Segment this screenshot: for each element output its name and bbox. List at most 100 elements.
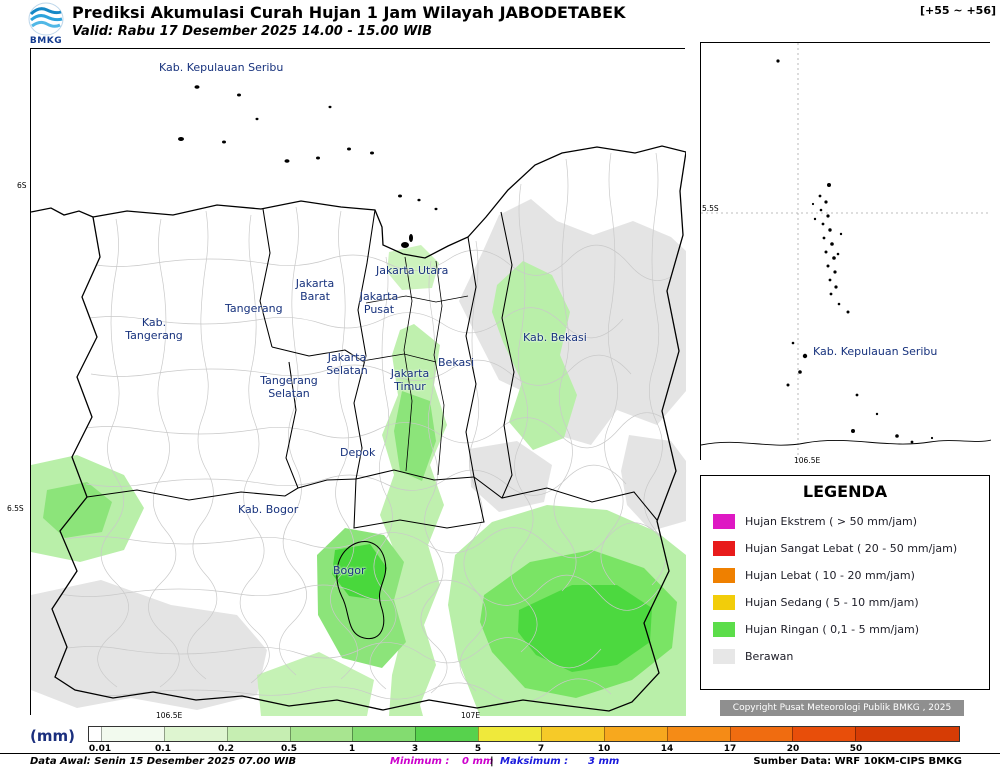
colorbar-segment [666, 727, 730, 741]
colorbar-segment [855, 727, 960, 741]
legend-label-ringan: Hujan Ringan ( 0,1 - 5 mm/jam) [745, 623, 920, 636]
colorbar [88, 726, 960, 742]
district-mesh [58, 152, 686, 704]
legend-item-lebat: Hujan Lebat ( 10 - 20 mm/jam) [713, 562, 977, 589]
legend-item-ekstrem: Hujan Ekstrem ( > 50 mm/jam) [713, 508, 977, 535]
copyright-bar: Copyright Pusat Meteorologi Publik BMKG … [720, 700, 964, 716]
colorbar-segment [729, 727, 793, 741]
main-map: Kab. Kepulauan Seribu Jakarta Utara Jaka… [30, 48, 686, 716]
footer-data-awal: Data Awal: Senin 15 Desember 2025 07.00 … [30, 756, 297, 767]
valid-time-line: Valid: Rabu 17 Desember 2025 14.00 - 15.… [72, 24, 433, 39]
legend-item-berawan: Berawan [713, 643, 977, 670]
colorbar-tick: 3 [411, 744, 419, 754]
region-outline [31, 145, 686, 712]
page-title: Prediksi Akumulasi Curah Hujan 1 Jam Wil… [72, 3, 626, 22]
city-borders [361, 256, 469, 476]
inset-lon-label: 106.5E [794, 456, 821, 465]
swatch-sedang [713, 595, 735, 610]
lat-label-6s: 6S [17, 181, 27, 190]
legend-label-ekstrem: Hujan Ekstrem ( > 50 mm/jam) [745, 515, 918, 528]
colorbar-tick: 5 [474, 744, 482, 754]
swatch-lebat [713, 568, 735, 583]
cloud-patches [31, 199, 686, 710]
swatch-ringan [713, 622, 735, 637]
colorbar-unit: (mm) [30, 727, 75, 745]
colorbar-tick: 50 [849, 744, 863, 754]
legend: LEGENDA Hujan Ekstrem ( > 50 mm/jam) Huj… [700, 475, 990, 690]
map-label-kab-bekasi: Kab. Bekasi [523, 331, 587, 344]
footer-max-value: 3 mm [588, 756, 620, 767]
map-label-jakarta-utara: Jakarta Utara [376, 264, 449, 277]
colorbar-segment [603, 727, 667, 741]
colorbar-segment [226, 727, 290, 741]
map-label-kab-bogor: Kab. Bogor [238, 503, 299, 516]
main-map-canvas [31, 49, 686, 716]
footer-separator: | [490, 756, 494, 767]
inset-map-kepulauan-seribu: Kab. Kepulauan Seribu [700, 42, 991, 461]
colorbar-segment [415, 727, 479, 741]
map-label-jakarta-barat: Jakarta Barat [295, 277, 335, 303]
colorbar-tick: 0.1 [155, 744, 171, 754]
colorbar-segment [289, 727, 353, 741]
lon-label-107e: 107E [461, 711, 481, 720]
inset-map-canvas [701, 43, 991, 461]
legend-label-berawan: Berawan [745, 650, 794, 663]
colorbar-tick: 0.01 [88, 744, 112, 754]
map-label-jakarta-selatan: Jakarta Selatan [326, 351, 368, 377]
inset-coastline [701, 439, 991, 446]
footer: Data Awal: Senin 15 Desember 2025 07.00 … [0, 753, 1000, 769]
legend-item-ringan: Hujan Ringan ( 0,1 - 5 mm/jam) [713, 616, 977, 643]
map-label-jakarta-timur: Jakarta Timur [390, 367, 430, 393]
forecast-frame-range: [+55 ~ +56] [920, 4, 996, 17]
map-label-jakarta-pusat: Jakarta Pusat [359, 290, 399, 316]
map-label-bogor: Bogor [333, 564, 366, 577]
colorbar-tick: 10 [597, 744, 611, 754]
legend-label-sangat-lebat: Hujan Sangat Lebat ( 20 - 50 mm/jam) [745, 542, 958, 555]
colorbar-tick: 0.2 [218, 744, 234, 754]
colorbar-tick: 0.5 [281, 744, 297, 754]
colorbar-segment [478, 727, 541, 741]
colorbar-segment [540, 727, 604, 741]
map-label-depok: Depok [340, 446, 376, 459]
legend-item-sangat-lebat: Hujan Sangat Lebat ( 20 - 50 mm/jam) [713, 535, 977, 562]
map-label-kepulauan-seribu: Kab. Kepulauan Seribu [159, 61, 284, 74]
regency-borders [86, 208, 658, 640]
colorbar-tick: 20 [786, 744, 800, 754]
colorbar-segment [352, 727, 416, 741]
inset-graticule [701, 43, 991, 461]
bmkg-logo-icon [28, 2, 64, 36]
swatch-sangat-lebat [713, 541, 735, 556]
bmkg-logo-label: BMKG [29, 36, 63, 46]
footer-max-label: Maksimum : [500, 756, 569, 767]
colorbar-tick: 17 [723, 744, 737, 754]
legend-title: LEGENDA [802, 482, 888, 501]
footer-data-source: Sumber Data: WRF 10KM-CIPS BMKG [753, 756, 962, 767]
lon-label-106-5e: 106.5E [156, 711, 183, 720]
map-label-tangerang-selatan: Tangerang Selatan [260, 374, 318, 400]
islands [178, 85, 438, 248]
swatch-berawan [713, 649, 735, 664]
inset-lat-label: 5.5S [702, 204, 719, 213]
colorbar-tick: 14 [660, 744, 674, 754]
inset-islands [776, 59, 934, 444]
map-label-kab-tangerang: Kab. Tangerang [125, 316, 183, 342]
lat-label-6-5s: 6.5S [7, 504, 24, 513]
legend-label-lebat: Hujan Lebat ( 10 - 20 mm/jam) [745, 569, 915, 582]
light-rain-patches [31, 245, 686, 716]
colorbar-tick: 1 [348, 744, 356, 754]
footer-min-value: 0 mm [462, 756, 494, 767]
footer-min-label: Minimum : [390, 756, 450, 767]
map-label-tangerang: Tangerang [225, 302, 283, 315]
bmkg-logo: BMKG [26, 2, 66, 48]
swatch-ekstrem [713, 514, 735, 529]
map-label-bekasi: Bekasi [438, 356, 475, 369]
inset-label-kepulauan-seribu: Kab. Kepulauan Seribu [813, 345, 938, 358]
colorbar-segment [163, 727, 227, 741]
colorbar-segment [100, 727, 164, 741]
legend-label-sedang: Hujan Sedang ( 5 - 10 mm/jam) [745, 596, 919, 609]
colorbar-segment [792, 727, 856, 741]
legend-item-sedang: Hujan Sedang ( 5 - 10 mm/jam) [713, 589, 977, 616]
colorbar-tick: 7 [537, 744, 545, 754]
colorbar-segment [89, 727, 101, 741]
